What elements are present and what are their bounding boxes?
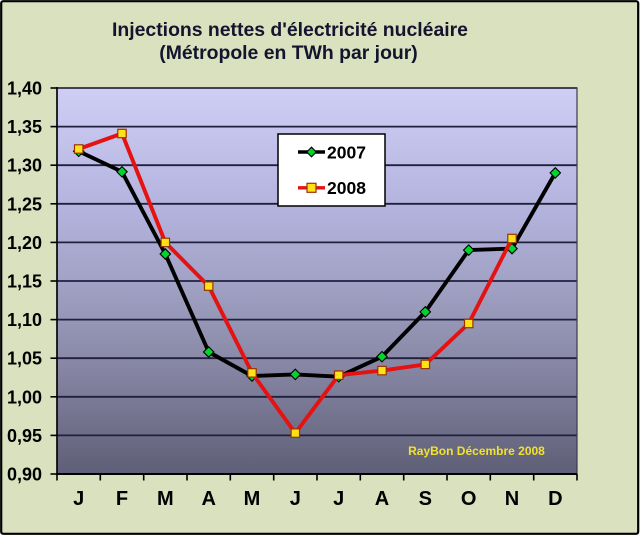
svg-text:S: S bbox=[419, 488, 432, 510]
svg-text:0,90: 0,90 bbox=[7, 465, 42, 485]
svg-text:1,10: 1,10 bbox=[7, 310, 42, 330]
svg-text:1,15: 1,15 bbox=[7, 272, 42, 292]
svg-text:RayBon Décembre 2008: RayBon Décembre 2008 bbox=[408, 444, 545, 458]
svg-text:F: F bbox=[116, 488, 128, 510]
svg-text:J: J bbox=[290, 488, 301, 510]
svg-text:M: M bbox=[244, 488, 261, 510]
svg-text:1,05: 1,05 bbox=[7, 349, 42, 369]
svg-text:M: M bbox=[157, 488, 174, 510]
svg-text:1,00: 1,00 bbox=[7, 387, 42, 407]
svg-text:J: J bbox=[73, 488, 84, 510]
svg-text:A: A bbox=[201, 488, 215, 510]
svg-text:1,40: 1,40 bbox=[7, 79, 42, 99]
svg-text:A: A bbox=[375, 488, 389, 510]
svg-text:0,95: 0,95 bbox=[7, 426, 42, 446]
svg-text:(Métropole en TWh par jour): (Métropole en TWh par jour) bbox=[159, 42, 418, 64]
svg-text:D: D bbox=[548, 488, 562, 510]
svg-text:1,35: 1,35 bbox=[7, 117, 42, 137]
svg-text:1,25: 1,25 bbox=[7, 194, 42, 214]
svg-text:1,20: 1,20 bbox=[7, 233, 42, 253]
svg-text:2008: 2008 bbox=[327, 178, 366, 198]
svg-text:N: N bbox=[505, 488, 519, 510]
svg-text:Injections nettes d'électricit: Injections nettes d'électricité nucléair… bbox=[112, 19, 468, 41]
svg-text:J: J bbox=[333, 488, 344, 510]
svg-text:O: O bbox=[461, 488, 477, 510]
svg-text:1,30: 1,30 bbox=[7, 156, 42, 176]
svg-text:2007: 2007 bbox=[327, 143, 366, 163]
